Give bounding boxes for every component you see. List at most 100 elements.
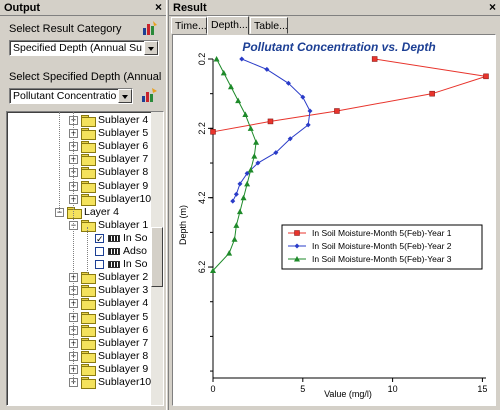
data-point-diamond <box>307 108 313 114</box>
data-point-diamond <box>300 94 306 100</box>
tree-guide-line <box>87 226 88 273</box>
tree-folder-item[interactable]: − Sublayer 1 <box>7 219 151 232</box>
tree-folder-item[interactable]: + Sublayer 6 <box>7 140 151 154</box>
legend-entry: In Soil Moisture-Month 5(Feb)-Year 2 <box>312 241 452 251</box>
tree-data-item[interactable]: In So <box>7 258 151 271</box>
category-dropdown-arrow-icon[interactable] <box>144 41 158 55</box>
depth-dropdown[interactable]: Pollutant Concentration <box>9 88 133 104</box>
y-tick-label: 4.2 <box>197 191 207 204</box>
tree-item-label: Sublayer 9 <box>98 362 149 375</box>
tree-item-label: Sublayer10 <box>98 376 152 388</box>
folder-icon <box>81 363 96 376</box>
data-point-triangle <box>242 111 249 117</box>
data-point-square <box>334 108 340 114</box>
tree-folder-item[interactable]: + Sublayer 8 <box>7 350 151 363</box>
tab-table[interactable]: Table... <box>250 17 288 34</box>
folder-icon <box>81 180 96 193</box>
tree-scrollbar-thumb[interactable] <box>151 227 163 287</box>
x-axis-label: Value (mg/l) <box>324 389 372 399</box>
category-dropdown[interactable]: Specified Depth (Annual Summar <box>9 40 159 56</box>
tree-folder-item[interactable]: + Sublayer 9 <box>7 363 151 376</box>
tree-scrollbar[interactable] <box>151 112 163 405</box>
chart-area: Pollutant Concentration vs. Depth 0 5 10 15… <box>172 34 496 406</box>
tree-item-checkbox[interactable] <box>95 260 104 270</box>
tree-folder-item[interactable]: + Sublayer 7 <box>7 337 151 350</box>
tree-folder-item[interactable]: + Sublayer 3 <box>7 284 151 298</box>
series-1 <box>210 56 489 135</box>
data-point-triangle <box>247 125 254 131</box>
data-point-triangle <box>251 153 258 159</box>
chart-settings-icon[interactable] <box>141 20 159 36</box>
data-point-square <box>294 230 300 236</box>
tree-item-label: Sublayer 8 <box>98 166 149 179</box>
tree-folder-item[interactable]: + Sublayer 9 <box>7 180 151 193</box>
tree-folder-item[interactable]: + Sublayer 4 <box>7 297 151 311</box>
data-point-diamond <box>230 198 236 204</box>
data-point-triangle <box>236 208 243 215</box>
data-series-icon <box>108 248 120 255</box>
y-tick-label: 2.2 <box>197 122 207 135</box>
tree-item-label: Sublayer 4 <box>98 114 149 126</box>
tree-folder-item[interactable]: + Sublayer 5 <box>7 311 151 324</box>
apply-chart-icon[interactable] <box>141 87 159 103</box>
tree-folder-item[interactable]: + Sublayer 4 <box>7 114 151 127</box>
result-panel: Result × Time... Depth... Table... Pollu… <box>169 0 500 410</box>
folder-icon <box>81 272 96 285</box>
legend-entry: In Soil Moisture-Month 5(Feb)-Year 3 <box>312 254 452 264</box>
tree-item-label: Sublayer 5 <box>98 310 149 323</box>
series-2 <box>230 56 313 204</box>
data-point-triangle <box>247 166 254 173</box>
tree-guide-line <box>59 112 60 212</box>
tree-folder-item[interactable]: + Sublayer 8 <box>7 166 151 180</box>
tree-folder-item[interactable]: − Layer 4 <box>7 206 151 219</box>
tree-folder-item[interactable]: + Sublayer10 <box>7 193 151 206</box>
tree-guide-line <box>73 112 74 382</box>
y-tick-label: 6.2 <box>197 261 207 274</box>
tree-folder-item[interactable]: + Sublayer 6 <box>7 324 151 337</box>
tree-item-label: Adso <box>123 245 147 257</box>
legend-entry: In Soil Moisture-Month 5(Feb)-Year 1 <box>312 228 452 238</box>
data-point-triangle <box>231 236 238 242</box>
data-point-triangle <box>226 250 233 256</box>
data-point-square <box>371 56 378 62</box>
data-series-icon <box>108 261 120 269</box>
data-point-diamond <box>285 80 291 86</box>
x-tick-label: 0 <box>210 384 215 394</box>
category-label: Select Result Category <box>9 23 122 35</box>
tree-folder-item[interactable]: + Sublayer 5 <box>7 127 151 141</box>
chart-series <box>210 56 489 274</box>
tree-item-label: Sublayer 5 <box>98 127 149 140</box>
depth-dropdown-arrow-icon[interactable] <box>118 89 132 103</box>
folder-icon <box>81 193 96 206</box>
tab-depth[interactable]: Depth... <box>207 16 249 35</box>
tree-data-item[interactable]: In So <box>7 232 151 246</box>
result-title-text: Result <box>173 2 207 14</box>
result-panel-title: Result × <box>169 0 500 16</box>
chart-title: Pollutant Concentration vs. Depth <box>242 40 435 54</box>
series-line <box>212 58 487 133</box>
depth-dropdown-value: Pollutant Concentration <box>13 90 116 102</box>
chart-axes: 0 5 10 15 0.2 2.2 4.2 6.2 <box>197 53 487 394</box>
tree-data-item[interactable]: Adso <box>7 245 151 258</box>
tree-item-label: Sublayer 8 <box>98 349 149 362</box>
y-axis-label: Depth (m) <box>178 205 188 245</box>
result-tree[interactable]: + Sublayer 4 + Sublayer 5 + Sublayer 6 + Sublay… <box>6 111 164 406</box>
tab-time[interactable]: Time... <box>171 17 207 34</box>
tree-item-checkbox[interactable] <box>95 247 104 256</box>
data-point-diamond <box>233 191 239 197</box>
data-point-diamond <box>287 136 293 142</box>
panel-splitter[interactable] <box>166 0 169 410</box>
tree-folder-item[interactable]: + Sublayer 2 <box>7 271 151 285</box>
result-close-icon[interactable]: × <box>488 0 496 14</box>
data-point-triangle <box>240 194 247 201</box>
series-3 <box>210 56 260 274</box>
data-point-diamond <box>237 181 243 187</box>
tree-folder-item[interactable]: + Sublayer 7 <box>7 153 151 167</box>
tree-folder-item[interactable]: + Sublayer10 <box>7 376 151 389</box>
tree-item-label: Sublayer 6 <box>98 323 149 336</box>
tree-item-label: Sublayer 9 <box>98 179 149 192</box>
output-close-icon[interactable]: × <box>154 0 162 14</box>
tree-item-checkbox[interactable] <box>95 233 104 246</box>
folder-icon <box>81 324 96 337</box>
